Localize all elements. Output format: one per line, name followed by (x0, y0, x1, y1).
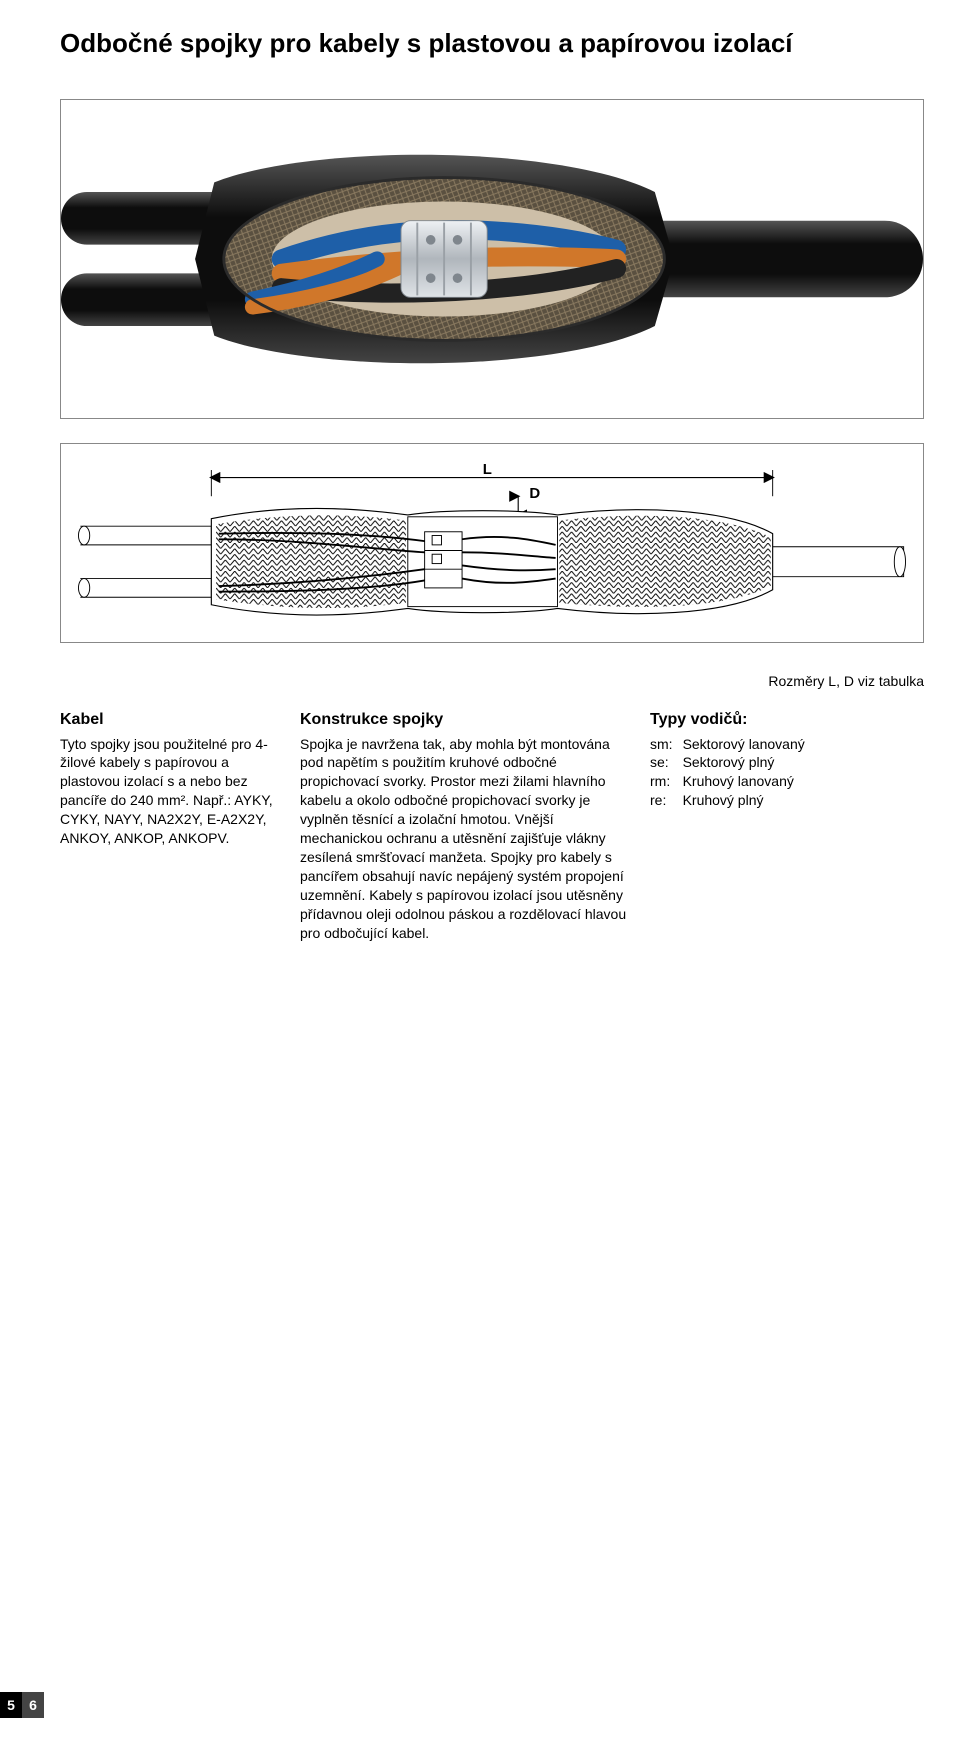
kabel-text: Tyto spojky jsou použitelné pro 4-žilové… (60, 735, 280, 848)
konstrukce-heading: Konstrukce spojky (300, 709, 630, 731)
page-number-digit-2: 6 (22, 1692, 44, 1718)
dimension-diagram-svg: L D (71, 454, 913, 632)
typy-key: rm: (650, 772, 673, 791)
dim-label-L: L (483, 461, 492, 478)
page-number: 5 6 (0, 1692, 44, 1718)
typy-table: sm: Sektorový lanovaný se: Sektorový pln… (650, 735, 924, 811)
dimension-diagram: L D (60, 443, 924, 643)
cable-cutaway-illustration (60, 99, 924, 419)
konstrukce-text: Spojka je navržena tak, aby mohla být mo… (300, 735, 630, 943)
dimensions-note: Rozměry L, D viz tabulka (60, 673, 924, 689)
typy-val: Sektorový lanovaný (683, 735, 924, 754)
typy-key: se: (650, 753, 673, 772)
typy-heading: Typy vodičů: (650, 709, 924, 731)
column-typy: Typy vodičů: sm: Sektorový lanovaný se: … (650, 709, 924, 942)
column-kabel: Kabel Tyto spojky jsou použitelné pro 4-… (60, 709, 280, 942)
cable-cutaway-svg (61, 100, 923, 418)
typy-val: Kruhový lanovaný (683, 772, 924, 791)
typy-val: Sektorový plný (683, 753, 924, 772)
dim-label-D: D (529, 485, 540, 502)
typy-key: sm: (650, 735, 673, 754)
page-title: Odbočné spojky pro kabely s plastovou a … (60, 28, 924, 59)
content-columns: Kabel Tyto spojky jsou použitelné pro 4-… (60, 709, 924, 942)
page-number-digit-1: 5 (0, 1692, 22, 1718)
column-konstrukce: Konstrukce spojky Spojka je navržena tak… (300, 709, 630, 942)
typy-val: Kruhový plný (683, 791, 924, 810)
typy-key: re: (650, 791, 673, 810)
kabel-heading: Kabel (60, 709, 280, 731)
